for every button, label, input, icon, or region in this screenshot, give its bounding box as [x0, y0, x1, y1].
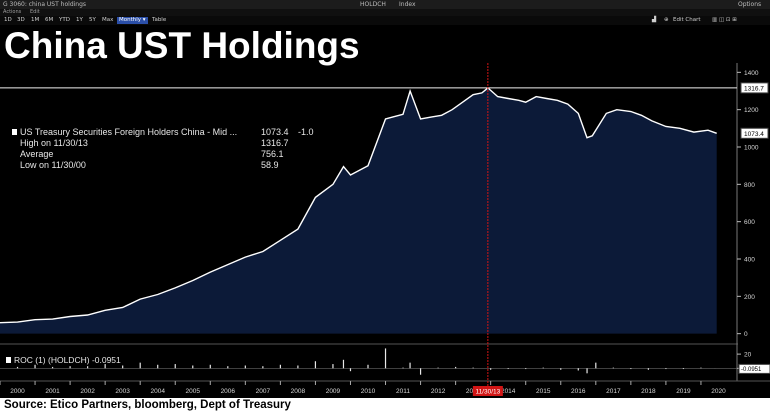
- table-button[interactable]: Table: [152, 17, 167, 23]
- y-tick-label: 1000: [744, 145, 759, 152]
- x-tick-label: 2003: [115, 388, 130, 395]
- menu-bar: Actions Edit: [0, 9, 770, 16]
- x-tick-label: 2016: [571, 388, 586, 395]
- high-flag-label: 1316.7: [744, 85, 764, 92]
- range-max[interactable]: Max: [102, 17, 114, 23]
- period-label: Monthly: [119, 17, 142, 23]
- x-tick-label: 2006: [221, 388, 236, 395]
- series-area: [0, 87, 717, 334]
- chart-tools-icon[interactable]: ▥ ◫ ⊡ ⊞: [712, 17, 737, 23]
- x-tick-label: 2018: [641, 388, 656, 395]
- legend-series-change: -1.0: [298, 127, 314, 137]
- series-swatch-icon: [12, 129, 17, 135]
- range-1m[interactable]: 1M: [31, 17, 40, 23]
- roc-label-text: ROC (1) (HOLDCH): [14, 355, 90, 365]
- x-tick-label: 2002: [80, 388, 95, 395]
- edit-menu[interactable]: Edit: [30, 9, 40, 15]
- legend-average-row: Average 756.1: [8, 149, 320, 160]
- range-1d[interactable]: 1D: [4, 17, 12, 23]
- last-value-flag-label: 1073.4: [744, 131, 764, 138]
- x-tick-label: 2001: [45, 388, 60, 395]
- chart-toolbar: 1D 3D 1M 6M YTD 1Y 5Y Max Monthly ▾ Tabl…: [0, 16, 770, 25]
- options-button[interactable]: Options: [738, 1, 762, 8]
- x-tick-label: 2011: [396, 388, 410, 395]
- x-tick-label: 2009: [326, 388, 341, 395]
- y-tick-label: 0: [744, 331, 748, 338]
- x-tick-label: 2017: [606, 388, 621, 395]
- y-tick-label: 1400: [744, 70, 759, 77]
- actions-menu[interactable]: Actions: [3, 9, 22, 15]
- y-tick-label: 800: [744, 182, 755, 189]
- x-tick-label: 2012: [431, 388, 446, 395]
- roc-swatch-icon: [6, 357, 11, 363]
- last-value-flag-box: [740, 127, 769, 139]
- legend-series-row[interactable]: US Treasury Securities Foreign Holders C…: [8, 127, 320, 138]
- series-line: [0, 86, 717, 324]
- window-title: G 3060: china UST holdings: [3, 1, 87, 8]
- legend-high-row: High on 11/30/13 1316.7: [8, 138, 320, 149]
- ticker-type[interactable]: Index: [399, 1, 416, 8]
- crosshair-icon[interactable]: ⊕: [664, 17, 669, 23]
- x-tick-label: 2008: [291, 388, 306, 395]
- high-flag-box: [740, 82, 769, 94]
- x-tick-label: 2019: [676, 388, 691, 395]
- page-title: China UST Holdings: [4, 25, 360, 66]
- source-caption: Source: Etico Partners, bloomberg, Dept …: [0, 398, 770, 413]
- x-tick-label: 2005: [186, 388, 201, 395]
- period-dropdown[interactable]: Monthly ▾: [117, 17, 148, 24]
- chevron-down-icon: ▾: [142, 17, 146, 23]
- legend-average-value: 756.1: [261, 149, 284, 159]
- ticker-field[interactable]: HOLDCH: [360, 1, 386, 8]
- crosshair-date-box: [472, 386, 503, 396]
- x-tick-label: 2014: [501, 388, 516, 395]
- legend-series-value: 1073.4: [261, 127, 289, 137]
- legend-low-row: Low on 11/30/00 58.9: [8, 160, 320, 171]
- legend-high-label: High on 11/30/13: [20, 138, 88, 148]
- x-tick-label: 2000: [10, 388, 25, 395]
- y-tick-label: 400: [744, 257, 755, 264]
- legend-box: US Treasury Securities Foreign Holders C…: [8, 125, 320, 175]
- title-bar: G 3060: china UST holdings HOLDCH Index …: [0, 0, 770, 9]
- legend-low-value: 58.9: [261, 160, 279, 170]
- range-6m[interactable]: 6M: [45, 17, 54, 23]
- roc-value: -0.0951: [91, 355, 121, 365]
- range-1y[interactable]: 1Y: [76, 17, 83, 23]
- y-tick-label: 600: [744, 219, 755, 226]
- chart-icon: ▟: [652, 17, 657, 23]
- x-tick-label: 2007: [256, 388, 271, 395]
- roc-last-flag-label: -0.0951: [741, 367, 762, 373]
- x-tick-label: 2010: [361, 388, 376, 395]
- y-tick-label: 1200: [744, 107, 759, 114]
- legend-high-value: 1316.7: [261, 138, 289, 148]
- roc-legend[interactable]: ROC (1) (HOLDCH) -0.0951: [6, 355, 121, 365]
- x-tick-label: 2004: [150, 388, 165, 395]
- range-ytd[interactable]: YTD: [59, 17, 70, 23]
- legend-series-label: US Treasury Securities Foreign Holders C…: [20, 127, 238, 137]
- legend-low-label: Low on 11/30/00: [20, 160, 86, 170]
- range-5y[interactable]: 5Y: [89, 17, 96, 23]
- edit-chart-button[interactable]: Edit Chart: [673, 17, 701, 23]
- crosshair-date-label: 11/30/13: [475, 389, 500, 396]
- x-tick-label: 2015: [536, 388, 551, 395]
- y-tick-label: 200: [744, 294, 755, 301]
- x-tick-label: 2020: [711, 388, 726, 395]
- legend-average-label: Average: [20, 149, 54, 159]
- roc-y-tick-label: 20: [744, 352, 752, 359]
- range-3d[interactable]: 3D: [17, 17, 25, 23]
- roc-last-flag-box: [738, 363, 770, 374]
